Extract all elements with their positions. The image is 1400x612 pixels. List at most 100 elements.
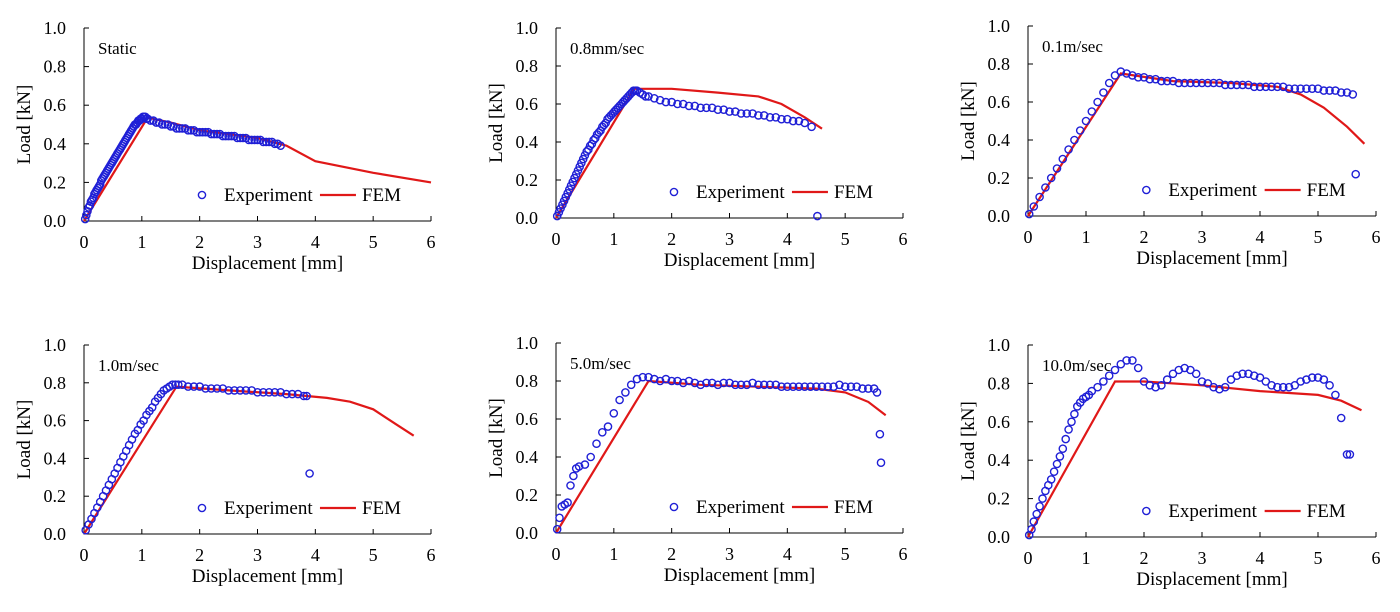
y-tick-label: 0.0 <box>44 211 67 231</box>
experiment-point <box>696 380 705 390</box>
experiment-point <box>1024 209 1034 219</box>
experiment-point <box>731 107 740 116</box>
experiment-point <box>829 382 838 392</box>
experiment-point <box>1032 509 1041 519</box>
y-tick-label: 0.6 <box>516 94 539 114</box>
y-tick-label: 0.2 <box>988 489 1011 509</box>
y-tick-label: 0.6 <box>988 412 1011 432</box>
experiment-point <box>1029 517 1039 526</box>
experiment-point <box>206 129 216 139</box>
experiment-point <box>1099 88 1108 97</box>
experiment-point <box>1290 380 1300 390</box>
experiment-point <box>1203 78 1213 88</box>
experiment-point <box>1081 116 1091 126</box>
x-tick-label: 2 <box>195 232 204 252</box>
experiment-point <box>621 388 630 397</box>
experiment-point <box>1278 382 1288 392</box>
experiment-point <box>1052 164 1062 173</box>
experiment-point <box>742 380 752 390</box>
experiment-point <box>186 126 196 135</box>
experiment-point <box>235 133 245 143</box>
experiment-point <box>218 131 228 141</box>
experiment-point <box>1162 76 1172 86</box>
experiment-point <box>218 384 228 393</box>
legend-experiment-marker <box>669 187 679 197</box>
experiment-point <box>592 439 601 449</box>
experiment-point <box>175 124 184 133</box>
experiment-point <box>696 103 705 113</box>
experiment-point <box>1325 86 1334 95</box>
experiment-point <box>1104 78 1114 88</box>
experiment-point <box>707 378 717 388</box>
experiment-point <box>305 469 314 478</box>
experiment-point <box>1055 452 1065 461</box>
experiment-point <box>1351 169 1360 179</box>
experiment-point <box>598 427 607 437</box>
experiment-point <box>1238 80 1247 90</box>
experiment-point <box>1284 84 1294 93</box>
experiment-point <box>250 135 259 145</box>
experiment-point <box>212 129 222 139</box>
legend-fem-label: FEM <box>1307 180 1346 201</box>
y-tick-label: 0.8 <box>44 57 67 77</box>
experiment-point <box>258 387 268 397</box>
y-tick-label: 1.0 <box>516 18 539 38</box>
experiment-point <box>580 460 590 469</box>
experiment-point <box>1307 84 1317 93</box>
experiment-point <box>632 374 642 384</box>
experiment-point <box>777 114 786 124</box>
experiment-point <box>1157 76 1166 86</box>
experiment-point <box>1313 84 1323 93</box>
experiment-point <box>1122 356 1131 365</box>
experiment-point <box>1342 88 1352 97</box>
x-tick-label: 1 <box>609 544 618 564</box>
legend-experiment-label: Experiment <box>1168 180 1257 201</box>
experiment-point <box>270 387 280 397</box>
experiment-point <box>1099 377 1108 386</box>
y-axis-title: Load [kN] <box>14 400 35 480</box>
y-tick-label: 0.8 <box>988 373 1011 393</box>
experiment-point <box>794 382 804 392</box>
x-axis-title: Displacement [mm] <box>1136 248 1287 269</box>
panel-label: 0.1m/sec <box>1042 37 1103 56</box>
x-tick-label: 3 <box>253 545 262 565</box>
x-tick-label: 4 <box>783 544 792 564</box>
y-tick-label: 1.0 <box>44 18 67 38</box>
x-tick-label: 1 <box>137 545 146 565</box>
experiment-point <box>1070 409 1079 419</box>
experiment-point <box>736 109 746 118</box>
experiment-point <box>1180 363 1189 373</box>
legend-fem-label: FEM <box>1307 501 1346 522</box>
experiment-point <box>1151 382 1160 392</box>
experiment-point <box>800 382 810 392</box>
experiment-point <box>264 387 274 397</box>
experiment-point <box>586 452 596 462</box>
y-tick-label: 0.4 <box>44 448 67 468</box>
experiment-point <box>566 481 575 490</box>
y-tick-label: 0.4 <box>988 130 1011 150</box>
experiment-point <box>1128 356 1137 365</box>
experiment-point <box>615 395 624 405</box>
experiment-point <box>1093 97 1102 107</box>
experiment-point <box>1168 369 1178 379</box>
chart-panel-3: 0.0 0.2 0.4 0.6 0.8 1.0 0 1 2 3 4 5 6 Displacement [m… <box>958 16 1381 269</box>
experiment-point <box>713 380 723 390</box>
experiment-point <box>258 137 268 147</box>
experiment-point <box>1046 475 1056 484</box>
experiment-point <box>183 382 193 391</box>
experiment-point <box>759 380 769 390</box>
experiment-point <box>1226 80 1236 90</box>
experiment-point <box>1273 82 1282 92</box>
x-tick-label: 6 <box>427 545 436 565</box>
y-tick-label: 0.4 <box>44 134 67 154</box>
legend-experiment-label: Experiment <box>696 497 785 518</box>
y-axis-title: Load [kN] <box>958 81 979 161</box>
experiment-point <box>1151 74 1160 84</box>
x-tick-label: 2 <box>1140 548 1149 568</box>
experiment-point <box>661 374 671 384</box>
legend-experiment-marker <box>1142 506 1151 516</box>
experiment-point <box>1220 80 1230 90</box>
experiment-point <box>1244 80 1253 90</box>
experiment-point <box>1249 82 1259 92</box>
experiment-point <box>299 391 309 401</box>
